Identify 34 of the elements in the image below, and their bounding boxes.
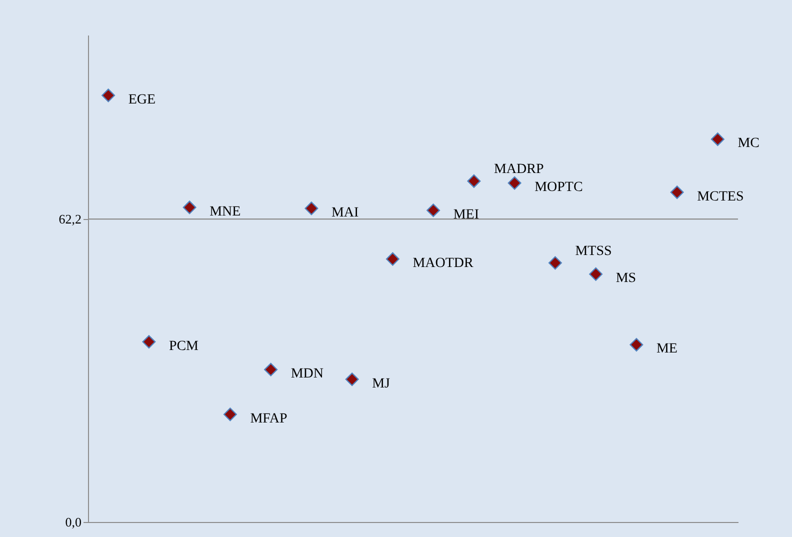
point: [102, 88, 116, 102]
annotation: ME: [656, 342, 678, 357]
point: [223, 408, 237, 422]
y-tick-label: 62,2: [58, 212, 82, 227]
point: [142, 335, 156, 349]
point: [264, 362, 278, 376]
annotation: MADRP: [494, 162, 544, 178]
annotation: MAOTDR: [412, 256, 474, 272]
annotation: MFAP: [250, 411, 288, 426]
point: [670, 186, 684, 200]
point: [304, 202, 318, 216]
point: [589, 267, 603, 281]
point: [467, 174, 481, 188]
annotation: MOPTC: [534, 180, 583, 196]
point: [548, 256, 562, 270]
point: [426, 204, 440, 218]
annotation: EGE: [128, 92, 156, 108]
point: [182, 200, 196, 214]
point: [710, 132, 724, 146]
annotation: MJ: [372, 376, 391, 392]
annotation: MEI: [453, 207, 480, 222]
annotation: MAI: [331, 205, 359, 220]
annotation: MCTES: [697, 189, 744, 204]
annotation: MC: [738, 136, 760, 152]
point: [630, 338, 644, 352]
annotation: MS: [616, 271, 636, 286]
annotation: PCM: [168, 338, 200, 354]
point: [386, 252, 400, 266]
point: [345, 372, 359, 386]
annotation: MDN: [290, 366, 324, 382]
annotation: MNE: [210, 204, 241, 220]
point: [508, 176, 522, 190]
y-tick-label: 0,0: [65, 514, 82, 530]
annotation: MTSS: [575, 244, 612, 259]
